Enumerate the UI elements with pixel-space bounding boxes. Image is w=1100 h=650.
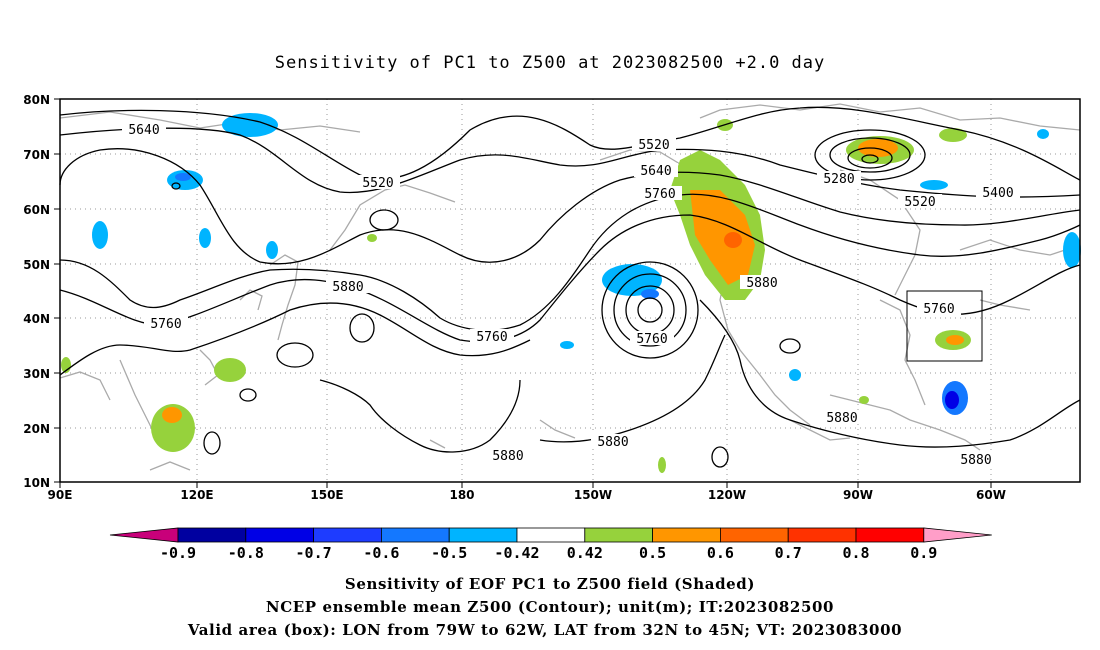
valid-area-box <box>906 290 983 362</box>
shade-positive <box>367 234 377 242</box>
colorbar-label: -0.6 <box>363 544 399 562</box>
lon-tick-label: 120E <box>180 488 213 502</box>
caption-line-2: NCEP ensemble mean Z500 (Contour); unit(… <box>266 598 834 616</box>
contour-label: 5760 <box>150 317 181 332</box>
chart-title: Sensitivity of PC1 to Z500 at 2023082500… <box>275 53 826 73</box>
colorbar-label: -0.8 <box>228 544 264 562</box>
contour-label: 5880 <box>746 276 777 291</box>
colorbar-label: 0.8 <box>842 544 869 562</box>
lat-tick-label: 60N <box>23 203 50 217</box>
contour-labels: 5640 5520 5520 5640 5760 5760 5880 5760 … <box>122 122 1020 468</box>
lon-tick-labels: 90E 120E 150E 180 150W 120W 90W 60W <box>48 488 1006 502</box>
shade-negative <box>92 221 108 249</box>
contour-label: 5880 <box>597 435 628 450</box>
colorbar-swatch <box>787 527 857 543</box>
axis-ticks <box>54 98 992 488</box>
colorbar-swatch <box>652 527 721 543</box>
colorbar-label: -0.7 <box>296 544 332 562</box>
contour-label: 5760 <box>923 302 954 317</box>
lat-tick-label: 20N <box>23 422 50 436</box>
shade-negative <box>1063 232 1081 268</box>
contour-label: 5760 <box>636 332 667 347</box>
lon-tick-label: 180 <box>449 488 474 502</box>
lat-tick-label: 30N <box>23 367 50 381</box>
shade-positive <box>859 396 869 404</box>
colorbar-label: 0.9 <box>910 544 937 562</box>
colorbar-label: 0.7 <box>775 544 802 562</box>
lat-tick-label: 10N <box>23 476 50 490</box>
lon-tick-label: 120W <box>708 488 746 502</box>
contour-label: 5400 <box>982 186 1013 201</box>
lon-tick-label: 150E <box>310 488 343 502</box>
colorbar-min-arrow <box>109 527 179 543</box>
colorbar-label: -0.5 <box>431 544 467 562</box>
shade-negative <box>266 241 278 259</box>
lon-tick-label: 60W <box>976 488 1006 502</box>
caption-line-3: Valid area (box): LON from 79W to 62W, L… <box>187 621 902 639</box>
colorbar-swatch <box>584 527 653 543</box>
contour-label: 5520 <box>904 195 935 210</box>
colorbar-swatch <box>380 527 450 543</box>
shade-positive <box>162 407 182 423</box>
shade-negative <box>602 264 662 296</box>
colorbar-swatch <box>448 527 518 543</box>
shade-negative <box>789 369 801 381</box>
contour-label: 5520 <box>638 138 669 153</box>
shade-positive <box>946 335 964 345</box>
contour-label: 5520 <box>362 176 393 191</box>
contour-label: 5880 <box>960 453 991 468</box>
colorbar-label: 0.6 <box>707 544 734 562</box>
colorbar-swatch <box>855 527 925 543</box>
lon-tick-label: 90W <box>843 488 873 502</box>
contour-label: 5640 <box>640 164 671 179</box>
lat-tick-label: 70N <box>23 148 50 162</box>
colorbar-swatch <box>313 527 382 543</box>
shade-negative <box>199 228 211 248</box>
shade-negative <box>175 173 191 181</box>
colorbar-label: -0.9 <box>160 544 196 562</box>
shade-positive <box>690 190 755 285</box>
lat-tick-labels: 80N 70N 60N 50N 40N 30N 20N 10N <box>23 93 50 490</box>
map-frame <box>59 98 1081 483</box>
shade-negative <box>1037 129 1049 139</box>
shade-positive <box>214 358 246 382</box>
caption-line-1: Sensitivity of EOF PC1 to Z500 field (Sh… <box>345 575 755 593</box>
colorbar-label: -0.42 <box>494 544 539 562</box>
lon-tick-label: 90E <box>48 488 73 502</box>
sensitivity-shading <box>61 113 1081 473</box>
contour-label: 5280 <box>823 172 854 187</box>
shade-positive <box>151 404 195 452</box>
contour-label: 5880 <box>826 411 857 426</box>
colorbar-max-arrow <box>923 527 992 543</box>
colorbar-swatch <box>177 527 247 543</box>
contour-label: 5760 <box>476 330 507 345</box>
colorbar-swatch <box>516 527 586 543</box>
shade-negative <box>641 289 659 299</box>
shade-positive <box>658 457 666 473</box>
shade-positive <box>724 232 742 248</box>
shade-negative <box>945 391 959 409</box>
colorbar: -0.9 -0.8 -0.7 -0.6 -0.5 -0.42 0.42 0.5 0.6 0.7 0.… <box>109 527 992 562</box>
lon-tick-label: 150W <box>574 488 612 502</box>
shade-negative <box>920 180 948 190</box>
lat-tick-label: 50N <box>23 258 50 272</box>
contour-label: 5640 <box>128 123 159 138</box>
lat-tick-label: 40N <box>23 312 50 326</box>
colorbar-swatch <box>245 527 315 543</box>
colorbar-swatch <box>720 527 789 543</box>
colorbar-label: 0.42 <box>567 544 603 562</box>
contour-label: 5880 <box>332 280 363 295</box>
lat-tick-label: 80N <box>23 93 50 107</box>
z500-contours <box>59 106 1081 468</box>
shade-negative <box>222 113 278 137</box>
contour-label: 5880 <box>492 449 523 464</box>
colorbar-label: 0.5 <box>639 544 666 562</box>
contour-label: 5760 <box>644 187 675 202</box>
shade-negative <box>560 341 574 349</box>
shade-positive <box>939 128 967 142</box>
